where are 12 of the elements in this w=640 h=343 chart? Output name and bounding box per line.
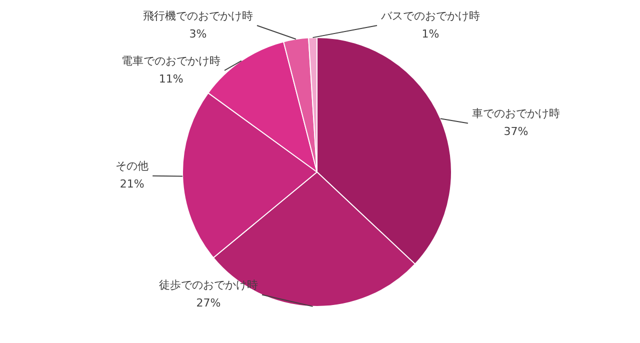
data-label: 11% bbox=[158, 72, 184, 86]
slice-label: 飛行機でのおでかけ時 bbox=[143, 9, 253, 22]
slice-label: その他 bbox=[116, 160, 149, 173]
slice-label: 電車でのおでかけ時 bbox=[122, 54, 221, 68]
data-label: 1% bbox=[422, 27, 440, 40]
slice-label: 車でのおでかけ時 bbox=[472, 107, 560, 120]
slice-label: 徒歩でのおでかけ時 bbox=[159, 278, 258, 292]
data-label: 37% bbox=[504, 125, 528, 138]
data-label: 21% bbox=[120, 178, 144, 191]
data-label: 3% bbox=[189, 27, 207, 40]
data-label: 27% bbox=[196, 296, 221, 310]
slice-label: バスでのおでかけ時 bbox=[380, 9, 480, 22]
